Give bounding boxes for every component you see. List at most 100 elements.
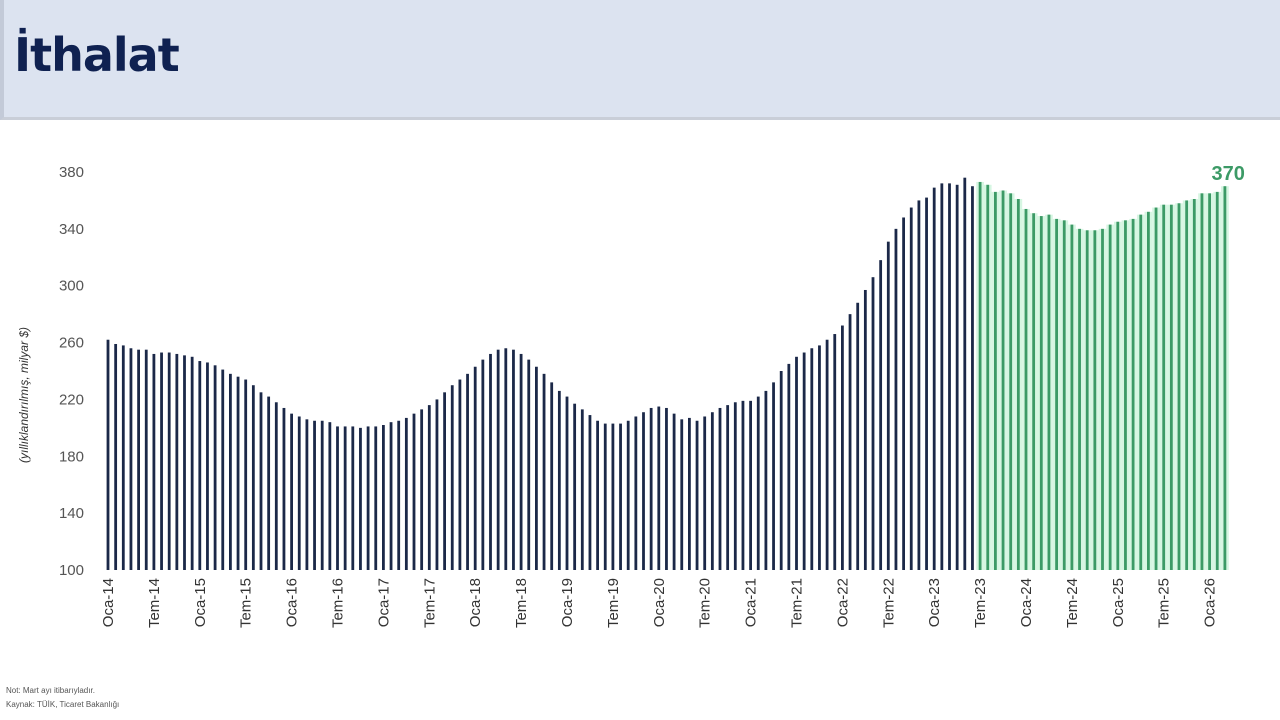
bar xyxy=(741,400,745,570)
page-title: İthalat xyxy=(14,28,180,82)
bar xyxy=(1177,203,1181,570)
bar xyxy=(443,392,446,570)
bar xyxy=(1062,220,1066,571)
bar xyxy=(1200,193,1204,571)
bar xyxy=(1055,218,1058,570)
bar xyxy=(305,419,309,570)
x-tick-label: Oca-21 xyxy=(743,578,760,627)
bar xyxy=(106,339,110,570)
bar xyxy=(565,396,569,570)
bar xyxy=(642,412,645,570)
bar xyxy=(749,400,752,570)
bar xyxy=(251,385,255,570)
bar xyxy=(580,409,584,570)
bar xyxy=(657,406,661,570)
bar xyxy=(1024,208,1028,570)
x-tick-label: Tem-19 xyxy=(605,578,622,628)
bar xyxy=(726,405,730,570)
bar xyxy=(680,419,684,570)
bar xyxy=(1215,191,1219,570)
bar xyxy=(902,217,905,570)
x-tick-label: Tem-25 xyxy=(1156,578,1173,628)
bar xyxy=(833,334,837,570)
bar xyxy=(550,382,554,570)
bar xyxy=(649,407,653,570)
bar xyxy=(596,420,599,570)
bar xyxy=(274,402,278,570)
bar xyxy=(932,187,936,570)
bar xyxy=(114,343,118,570)
bar xyxy=(473,366,477,570)
bar xyxy=(1001,190,1005,570)
bar xyxy=(672,413,676,570)
x-tick-label: Oca-23 xyxy=(926,578,943,627)
bar xyxy=(229,373,232,570)
bar xyxy=(1116,221,1120,570)
bar xyxy=(619,423,622,570)
x-tick-label: Tem-21 xyxy=(789,578,806,628)
bar xyxy=(909,207,913,571)
bar xyxy=(519,353,523,570)
chart-note: Not: Mart ayı itibarıyladır. xyxy=(6,686,95,695)
bar xyxy=(121,345,125,570)
bar xyxy=(213,365,217,570)
bar xyxy=(733,402,737,570)
bar xyxy=(1108,224,1112,571)
bar xyxy=(779,371,783,570)
bar xyxy=(1039,216,1043,571)
x-tick-label: Oca-24 xyxy=(1018,578,1035,627)
x-tick-label: Tem-23 xyxy=(972,578,989,628)
bar xyxy=(688,417,691,570)
bar xyxy=(512,349,515,570)
x-tick-label: Oca-18 xyxy=(467,578,484,627)
bar xyxy=(994,191,997,570)
bar xyxy=(374,426,378,570)
bar xyxy=(397,420,401,570)
bar xyxy=(137,349,140,570)
bar xyxy=(190,356,194,570)
x-tick-label: Oca-17 xyxy=(375,578,392,627)
bar xyxy=(665,407,668,570)
bar xyxy=(1162,204,1166,570)
bar xyxy=(1101,228,1104,570)
y-tick-label: 140 xyxy=(59,505,84,522)
bar xyxy=(863,289,867,570)
bar xyxy=(940,183,944,570)
header-band: İthalat xyxy=(0,0,1280,120)
bar xyxy=(848,314,852,570)
bar xyxy=(458,379,462,570)
bar xyxy=(825,339,829,570)
bar xyxy=(879,260,883,570)
bar xyxy=(1154,207,1158,571)
bar xyxy=(527,359,531,570)
bar xyxy=(1032,213,1036,570)
x-tick-label: Tem-24 xyxy=(1064,578,1081,628)
bar xyxy=(282,407,286,570)
last-value-label: 370 xyxy=(1212,163,1245,185)
bar xyxy=(756,396,760,570)
bar xyxy=(152,353,156,570)
y-tick-label: 220 xyxy=(59,391,84,408)
bar xyxy=(871,277,875,570)
bar xyxy=(718,407,722,570)
bar xyxy=(313,420,316,570)
bar xyxy=(1131,218,1135,570)
bar xyxy=(129,348,133,570)
bar xyxy=(359,427,362,570)
bar xyxy=(175,353,179,570)
bar xyxy=(955,184,959,571)
bar xyxy=(986,184,990,571)
x-tick-label: Tem-15 xyxy=(238,578,255,628)
bar xyxy=(818,345,821,570)
bar xyxy=(1192,199,1196,570)
chart-source: Kaynak: TÜİK, Ticaret Bakanlığı xyxy=(6,700,120,709)
bar xyxy=(925,197,928,571)
bar xyxy=(167,352,171,570)
bar xyxy=(351,426,355,570)
bar xyxy=(557,390,561,570)
x-tick-label: Oca-26 xyxy=(1202,578,1219,627)
bar xyxy=(802,352,806,570)
bar xyxy=(634,416,638,570)
bar xyxy=(496,349,500,570)
